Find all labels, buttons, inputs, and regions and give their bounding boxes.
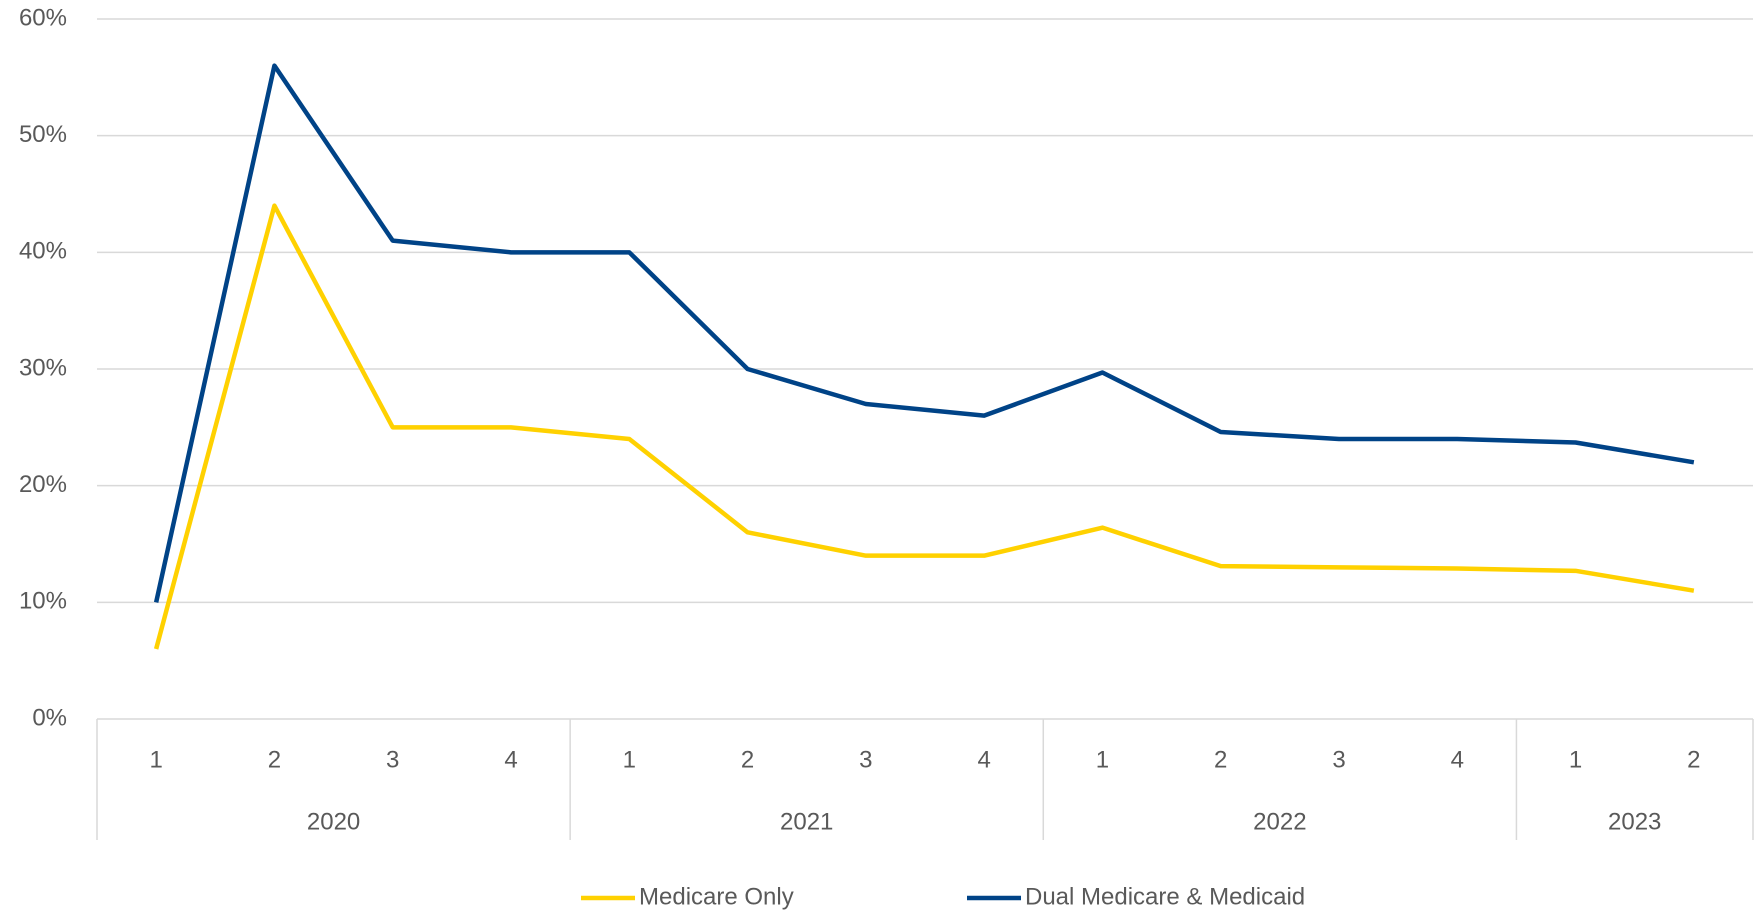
- legend-label: Dual Medicare & Medicaid: [1025, 883, 1305, 910]
- y-tick-label: 40%: [19, 238, 67, 265]
- legend-label: Medicare Only: [639, 883, 794, 910]
- x-tick-label: 1: [149, 746, 162, 773]
- x-group-label: 2022: [1253, 808, 1306, 835]
- x-tick-label: 4: [977, 746, 990, 773]
- x-tick-label: 2: [1687, 746, 1700, 773]
- x-tick-label: 4: [1451, 746, 1464, 773]
- y-tick-label: 10%: [19, 588, 67, 615]
- y-tick-label: 0%: [32, 704, 67, 731]
- x-tick-label: 4: [504, 746, 517, 773]
- y-tick-label: 20%: [19, 471, 67, 498]
- x-tick-label: 2: [1214, 746, 1227, 773]
- x-tick-label: 1: [1569, 746, 1582, 773]
- x-tick-label: 3: [1332, 746, 1345, 773]
- y-tick-label: 60%: [19, 4, 67, 31]
- x-group-label: 2020: [307, 808, 360, 835]
- y-tick-label: 50%: [19, 121, 67, 148]
- x-tick-label: 3: [386, 746, 399, 773]
- x-tick-label: 1: [1096, 746, 1109, 773]
- x-tick-label: 2: [741, 746, 754, 773]
- x-group-label: 2021: [780, 808, 833, 835]
- series-line: [153, 203, 1695, 650]
- x-tick-label: 1: [623, 746, 636, 773]
- series-line: [153, 63, 1695, 603]
- x-tick-label: 2: [268, 746, 281, 773]
- x-group-label: 2023: [1608, 808, 1661, 835]
- x-tick-label: 3: [859, 746, 872, 773]
- y-tick-label: 30%: [19, 354, 67, 381]
